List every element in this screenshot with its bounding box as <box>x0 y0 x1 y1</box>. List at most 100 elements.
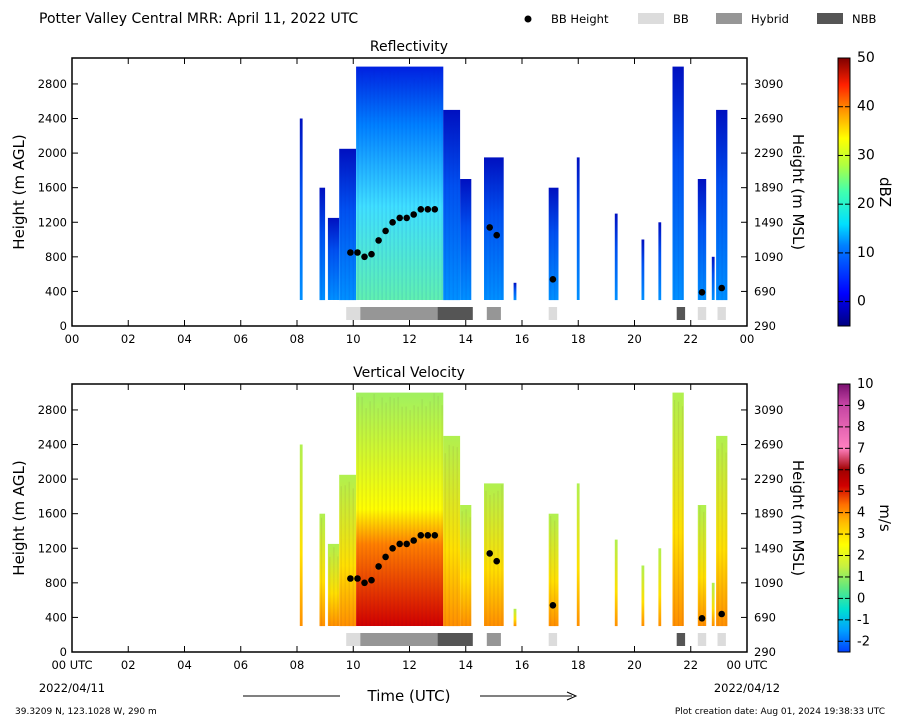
velocity-bb-height-point <box>410 537 418 544</box>
reflectivity-colorbar <box>837 57 851 327</box>
legend-hybrid-label: Hybrid <box>751 12 789 26</box>
velocity-echo-column <box>641 565 645 626</box>
velocity-colorbar-tick-label: -1 <box>857 613 870 628</box>
reflectivity-echo-column <box>614 213 618 301</box>
reflectivity-bb-height-point <box>718 284 725 292</box>
velocity-colorbar-tick-label: 0 <box>857 591 865 606</box>
velocity-x-tick-label: 16 <box>515 658 530 672</box>
velocity-bb-height-point <box>424 532 432 539</box>
reflectivity-bb-height-point <box>493 231 501 239</box>
reflectivity-echo-column <box>576 157 580 300</box>
reflectivity-bb-height-point <box>375 237 382 244</box>
velocity-y-tick-label: 800 <box>45 576 67 590</box>
reflectivity-x-tick-label: 04 <box>177 332 192 346</box>
reflectivity-colorbar-tick-label: 20 <box>857 196 875 212</box>
reflectivity-x-tick-label: 06 <box>233 332 248 346</box>
reflectivity-bb-height-point <box>486 224 494 231</box>
velocity-bb-height-point <box>382 553 389 561</box>
velocity-y-tick-label: 0 <box>60 645 67 659</box>
reflectivity-x-tick-label: 00 <box>740 332 755 346</box>
reflectivity-y-tick-label: 800 <box>45 250 67 264</box>
velocity-x-tick-label: 12 <box>402 658 417 672</box>
reflectivity-x-tick-label: 12 <box>402 332 417 346</box>
reflectivity-bb-height-point <box>417 206 425 213</box>
reflectivity-y2-tick-label: 2690 <box>754 112 783 126</box>
velocity-y-tick-label: 400 <box>45 610 67 624</box>
reflectivity-x-tick-label: 16 <box>515 332 530 346</box>
velocity-bb-height-point <box>486 550 494 557</box>
velocity-y2-tick-label: 1490 <box>754 541 783 555</box>
reflectivity-echo-column <box>443 109 461 301</box>
reflectivity-y-tick-label: 2800 <box>38 77 67 91</box>
reflectivity-colorbar-tick-label: 30 <box>857 147 875 163</box>
velocity-echo-column <box>356 392 444 626</box>
reflectivity-y-tick-label: 2000 <box>38 146 67 160</box>
reflectivity-bb-height-point <box>424 206 432 213</box>
velocity-echo-column <box>672 392 684 626</box>
reflectivity-y-tick-label: 2400 <box>38 112 67 126</box>
legend-bb-height-marker <box>524 15 532 23</box>
velocity-y2-axis-label: Height (m MSL) <box>789 460 807 576</box>
velocity-echo-column <box>319 513 326 627</box>
velocity-colorbar <box>837 383 851 653</box>
velocity-colorbar-tick-label: 3 <box>857 527 865 542</box>
reflectivity-y-tick-label: 1600 <box>38 181 67 195</box>
velocity-y2-tick-label: 1890 <box>754 507 783 521</box>
velocity-colorbar-tick-label: 9 <box>857 398 865 413</box>
velocity-x-tick-label: 22 <box>683 658 698 672</box>
velocity-x-tick-label: 00 UTC <box>51 658 92 672</box>
reflectivity-bb-height-point <box>396 214 404 222</box>
reflectivity-echo-column <box>356 66 444 300</box>
velocity-bb-height-point <box>347 575 354 582</box>
reflectivity-echo-column <box>339 148 357 301</box>
velocity-x-tick-label: 02 <box>121 658 136 672</box>
reflectivity-bb-height-point <box>354 249 361 256</box>
velocity-panel: Vertical Velocity 00 UTC 02 04 06 08 10 12 14 16… <box>10 365 894 672</box>
velocity-echo-column <box>548 513 559 627</box>
reflectivity-bb-height-point <box>403 214 411 222</box>
velocity-bb-class-bar <box>548 633 558 646</box>
reflectivity-echo-column <box>697 179 707 300</box>
velocity-x-tick-label: 00 UTC <box>726 658 767 672</box>
legend-nbb-label: NBB <box>852 12 876 26</box>
velocity-bb-class-bar <box>486 633 501 646</box>
legend-bb-height-label: BB Height <box>551 12 609 26</box>
velocity-colorbar-tick-label: 4 <box>857 506 865 521</box>
reflectivity-bb-class-bar <box>676 307 686 320</box>
velocity-y2-tick-label: 3090 <box>754 403 783 417</box>
legend-bb-label: BB <box>673 12 689 26</box>
velocity-y2-tick-label: 290 <box>754 645 776 659</box>
time-arrow-head <box>566 691 578 701</box>
velocity-bb-class-bar <box>346 633 361 646</box>
reflectivity-colorbar-tick-label: 0 <box>857 294 866 310</box>
reflectivity-x-tick-label: 00 <box>65 332 80 346</box>
reflectivity-echo-column <box>319 187 326 301</box>
reflectivity-echo-column <box>513 282 517 301</box>
reflectivity-colorbar-label: dBZ <box>876 177 894 207</box>
velocity-echo-column <box>716 435 728 627</box>
velocity-colorbar-tick-label: -2 <box>857 634 870 649</box>
reflectivity-bb-class-bar <box>548 307 558 320</box>
location-label: 39.3209 N, 123.1028 W, 290 m <box>15 707 157 717</box>
velocity-colorbar-tick-label: 6 <box>857 463 865 478</box>
reflectivity-colorbar-tick-label: 40 <box>857 99 875 115</box>
reflectivity-y2-tick-label: 1090 <box>754 250 783 264</box>
reflectivity-x-tick-label: 14 <box>458 332 473 346</box>
reflectivity-bb-class-bar <box>360 307 438 320</box>
reflectivity-bb-height-point <box>431 206 439 213</box>
velocity-x-tick-label: 18 <box>571 658 586 672</box>
velocity-y2-tick-label: 2290 <box>754 472 783 486</box>
velocity-y2-tick-label: 690 <box>754 610 776 624</box>
reflectivity-x-tick-label: 08 <box>290 332 305 346</box>
velocity-x-tick-label: 10 <box>346 658 361 672</box>
reflectivity-echo-column <box>672 66 684 300</box>
velocity-bb-height-point <box>718 610 725 618</box>
reflectivity-x-tick-label: 18 <box>571 332 586 346</box>
reflectivity-bb-height-point <box>410 211 418 218</box>
velocity-y-tick-label: 2400 <box>38 438 67 452</box>
reflectivity-echo-column <box>641 239 645 300</box>
reflectivity-bb-height-point <box>698 289 706 296</box>
velocity-x-tick-label: 08 <box>290 658 305 672</box>
reflectivity-y-tick-label: 400 <box>45 284 67 298</box>
velocity-echo-column <box>443 435 461 627</box>
